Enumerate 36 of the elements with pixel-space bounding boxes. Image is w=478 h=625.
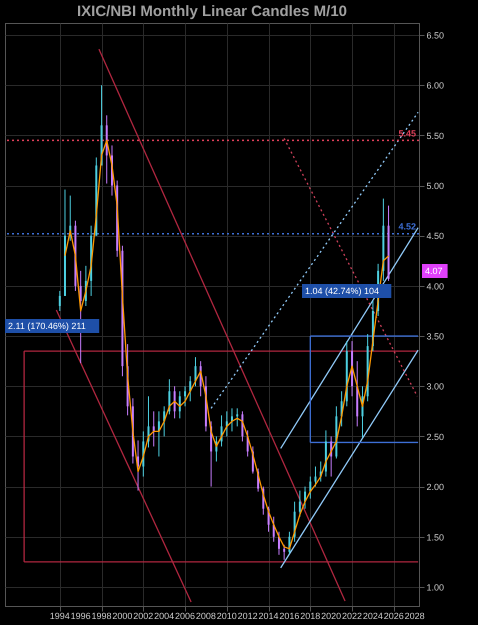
y-tick-label: 4.00 [426,281,444,292]
x-tick-label: 2012 [238,611,258,621]
x-tick-label: 2020 [321,611,342,621]
x-tick-label: 2002 [133,611,154,621]
x-tick-label: 2006 [175,611,196,621]
y-tick-label: 3.00 [426,382,444,392]
y-tick-label: 1.50 [426,532,444,542]
y-tick-label: 2.00 [426,482,444,492]
x-tick-label: 2000 [112,611,132,621]
y-tick-label: 1.00 [426,582,444,592]
x-tick-label: 1998 [92,611,112,621]
y-tick-label: 5.50 [426,130,444,141]
x-tick-label: 2014 [258,611,279,621]
x-tick-label: 2028 [404,611,425,621]
ref-line-label: 5.45 [398,128,416,138]
ref-line-label: 4.52 [398,222,416,232]
text: 4.07 [425,266,443,276]
x-tick-label: 1994 [50,611,70,621]
y-tick-label: 4.50 [426,231,444,242]
x-tick-label: 2010 [216,611,237,621]
y-tick-label: 5.00 [426,181,444,192]
y-tick-label: 3.50 [426,332,444,342]
x-tick-label: 2004 [154,611,174,621]
x-tick-label: 2008 [196,611,216,621]
chart-title: IXIC/NBI Monthly Linear Candles M/10 [76,3,348,20]
annotation: 1.04 (42.74%) 104 [305,286,380,296]
x-tick-label: 2026 [384,611,404,621]
y-tick-label: 6.50 [426,30,444,41]
x-tick-label: 2022 [342,611,362,621]
x-tick-label: 2016 [279,611,300,621]
x-tick-label: 2018 [300,611,320,621]
y-tick-label: 2.50 [426,432,444,442]
x-tick-label: 1996 [70,611,91,621]
y-tick-label: 6.00 [426,80,444,91]
x-tick-label: 2024 [362,611,383,621]
annotation: 2.11 (170.46%) 211 [8,321,86,331]
